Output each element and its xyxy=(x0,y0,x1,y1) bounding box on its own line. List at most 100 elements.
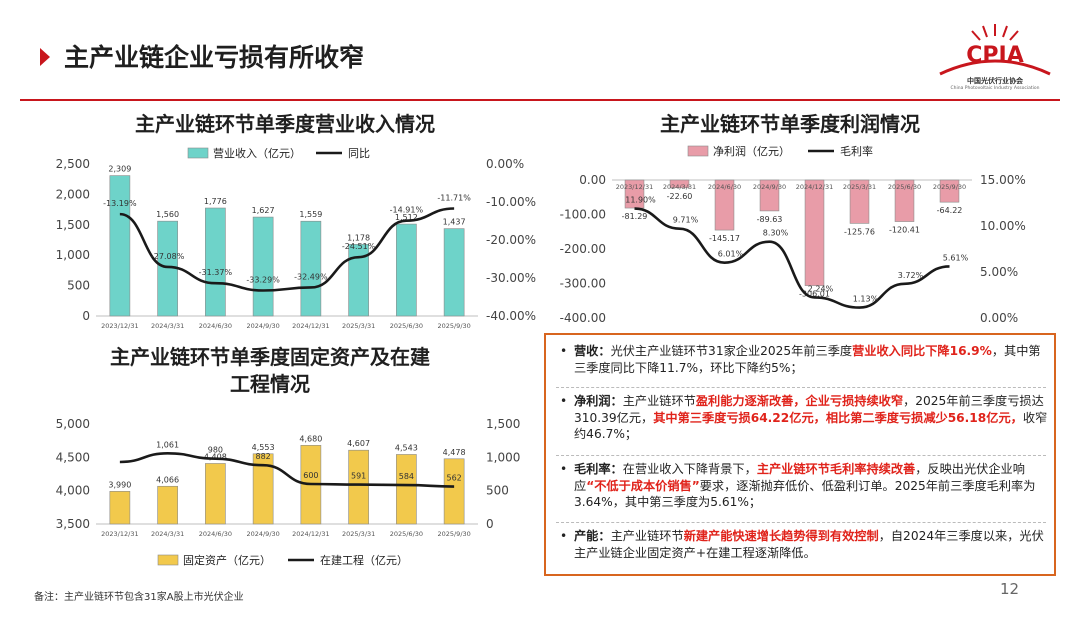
x-tick-label: 2024/9/30 xyxy=(246,530,279,538)
revenue-chart-title: 主产业链环节单季度营业收入情况 xyxy=(135,112,435,136)
bar-value-label: -22.60 xyxy=(667,192,693,201)
line-value-label: -32.49% xyxy=(294,272,328,281)
legend-label: 毛利率 xyxy=(840,144,873,158)
bar xyxy=(252,453,274,525)
line-value-label: 6.01% xyxy=(718,250,744,259)
line-value-label: -33.29% xyxy=(246,276,280,285)
line-value-label: 11.90% xyxy=(625,196,656,205)
x-tick-label: 2024/6/30 xyxy=(199,322,232,330)
summary-panel: • 营收：光伏主产业链环节31家企业2025年前三季度营业收入同比下降16.9%… xyxy=(544,333,1056,576)
line-value-label: -31.37% xyxy=(199,268,233,277)
bar xyxy=(300,220,322,317)
y-left-tick-label: -400.00 xyxy=(560,311,606,325)
y-right-tick-label: 1,000 xyxy=(486,450,520,464)
bullet-divider xyxy=(556,455,1046,456)
x-tick-label: 2025/6/30 xyxy=(888,183,921,191)
line-value-label: 980 xyxy=(208,446,223,455)
line-value-label: 2.24% xyxy=(808,284,834,293)
bullet-text: 毛利率：在营业收入下降背景下，主产业链环节毛利率持续改善，反映出光伏企业响应“不… xyxy=(574,461,1048,511)
y-right-tick-label: 5.00% xyxy=(980,265,1018,279)
y-left-tick-label: 1,000 xyxy=(56,248,90,262)
bullet-capacity: • 产能：主产业链环节新建产能快速增长趋势得到有效控制，自2024年三季度以来，… xyxy=(560,528,1048,561)
y-right-tick-label: -30.00% xyxy=(486,271,536,285)
y-right-tick-label: 0.00% xyxy=(980,311,1018,325)
x-tick-label: 2024/12/31 xyxy=(292,530,329,538)
x-tick-label: 2025/6/30 xyxy=(390,530,423,538)
bar-value-label: 4,408 xyxy=(204,452,227,461)
bullet-head: 产能： xyxy=(574,529,611,543)
bar xyxy=(804,179,825,286)
y-left-tick-label: 3,500 xyxy=(56,517,90,531)
x-tick-label: 2025/3/31 xyxy=(342,322,375,330)
bullet-text: 营收：光伏主产业链环节31家企业2025年前三季度营业收入同比下降16.9%，其… xyxy=(574,343,1048,376)
line-value-label: 5.61% xyxy=(943,253,969,262)
bullet-segment: 光伏主产业链环节31家企业2025年前三季度 xyxy=(610,344,853,358)
y-right-tick-label: 0.00% xyxy=(486,157,524,171)
bullet-highlight: 盈利能力逐渐改善，企业亏损持续收窄 xyxy=(695,394,904,408)
assets-chart-title-line2: 工程情况 xyxy=(230,372,310,396)
logo-graphic: CPIA xyxy=(939,24,1051,76)
line-value-label: -14.91% xyxy=(390,206,424,215)
bar xyxy=(894,179,915,222)
bullet-dot: • xyxy=(560,344,568,358)
bullet-divider xyxy=(556,522,1046,523)
y-right-tick-label: 10.00% xyxy=(980,219,1026,233)
x-tick-label: 2024/12/31 xyxy=(292,322,329,330)
bar-value-label: 1,560 xyxy=(156,210,179,219)
bullet-segment: 在营业收入下降背景下， xyxy=(622,462,757,476)
bar-value-label: -64.22 xyxy=(937,206,963,215)
y-left-tick-label: 4,500 xyxy=(56,450,90,464)
line-value-label: 562 xyxy=(446,474,461,483)
bar-value-label: -125.76 xyxy=(844,227,875,236)
bullet-dot: • xyxy=(560,529,568,543)
y-right-tick-label: -40.00% xyxy=(486,309,536,323)
page-number: 12 xyxy=(1000,580,1020,598)
footnote: 备注：主产业链环节包含31家A股上市光伏企业 xyxy=(34,592,244,603)
bar-value-label: 1,512 xyxy=(395,213,418,222)
line-value-label: 3.72% xyxy=(898,271,924,280)
bullet-segment: ，其中第三季度同比下降11.7%，环比下降约5%； xyxy=(574,344,1041,375)
bar xyxy=(443,228,465,317)
x-tick-label: 2024/3/31 xyxy=(151,530,184,538)
bar-value-label: 4,607 xyxy=(347,439,370,448)
y-right-tick-label: 0 xyxy=(486,517,494,531)
bullet-margin: • 毛利率：在营业收入下降背景下，主产业链环节毛利率持续改善，反映出光伏企业响应… xyxy=(560,461,1048,511)
bullet-highlight: 新建产能快速增长趋势得到有效控制 xyxy=(683,529,879,543)
logo-subtitle: 中国光伏行业协会 xyxy=(967,77,1023,85)
series-line xyxy=(634,207,950,309)
bar xyxy=(348,449,369,525)
bullet-dot: • xyxy=(560,394,568,408)
y-left-tick-label: 0.00 xyxy=(579,173,606,187)
bar xyxy=(348,244,369,317)
x-tick-label: 2024/9/30 xyxy=(246,322,279,330)
bullet-dot: • xyxy=(560,462,568,476)
bullet-segment: ，反映出光伏企业响应 xyxy=(574,462,1025,493)
bar-value-label: 1,559 xyxy=(299,210,322,219)
bullet-highlight: “不低于成本价销售” xyxy=(586,478,700,493)
x-tick-label: 2024/3/31 xyxy=(663,183,696,191)
bar-value-label: 4,543 xyxy=(395,443,418,452)
bar xyxy=(669,179,690,189)
bar xyxy=(396,454,417,525)
y-right-tick-label: 15.00% xyxy=(980,173,1026,187)
x-tick-label: 2024/6/30 xyxy=(708,183,741,191)
y-left-tick-label: 2,000 xyxy=(56,187,90,201)
legend-label: 同比 xyxy=(348,147,370,160)
bullet-revenue: • 营收：光伏主产业链环节31家企业2025年前三季度营业收入同比下降16.9%… xyxy=(560,343,1048,376)
line-value-label: 1,061 xyxy=(156,440,179,449)
y-right-tick-label: 500 xyxy=(486,484,509,498)
bullet-segment: ，自2024年三季度以来，光伏主产业链企业固定资产+在建工程逐渐降低。 xyxy=(574,529,1044,560)
x-tick-label: 2024/9/30 xyxy=(753,183,786,191)
y-right-tick-label: 1,500 xyxy=(486,417,520,431)
line-value-label: 591 xyxy=(351,472,366,481)
bar xyxy=(396,223,417,317)
x-tick-label: 2025/3/31 xyxy=(843,183,876,191)
bar xyxy=(109,491,131,525)
legend-label: 营业收入（亿元） xyxy=(213,146,301,160)
slide-title: 主产业链企业亏损有所收窄 xyxy=(64,43,365,72)
bullet-highlight: 其中第三季度亏损64.22亿元，相比第二季度亏损减少56.18亿元， xyxy=(653,410,1023,425)
bullet-divider xyxy=(556,387,1046,388)
profit-chart: -400.00 -300.00 -200.00 -100.00 0.00 0.00% 5.0… xyxy=(560,144,1026,325)
bar xyxy=(849,179,870,224)
x-tick-label: 2025/9/30 xyxy=(933,183,966,191)
